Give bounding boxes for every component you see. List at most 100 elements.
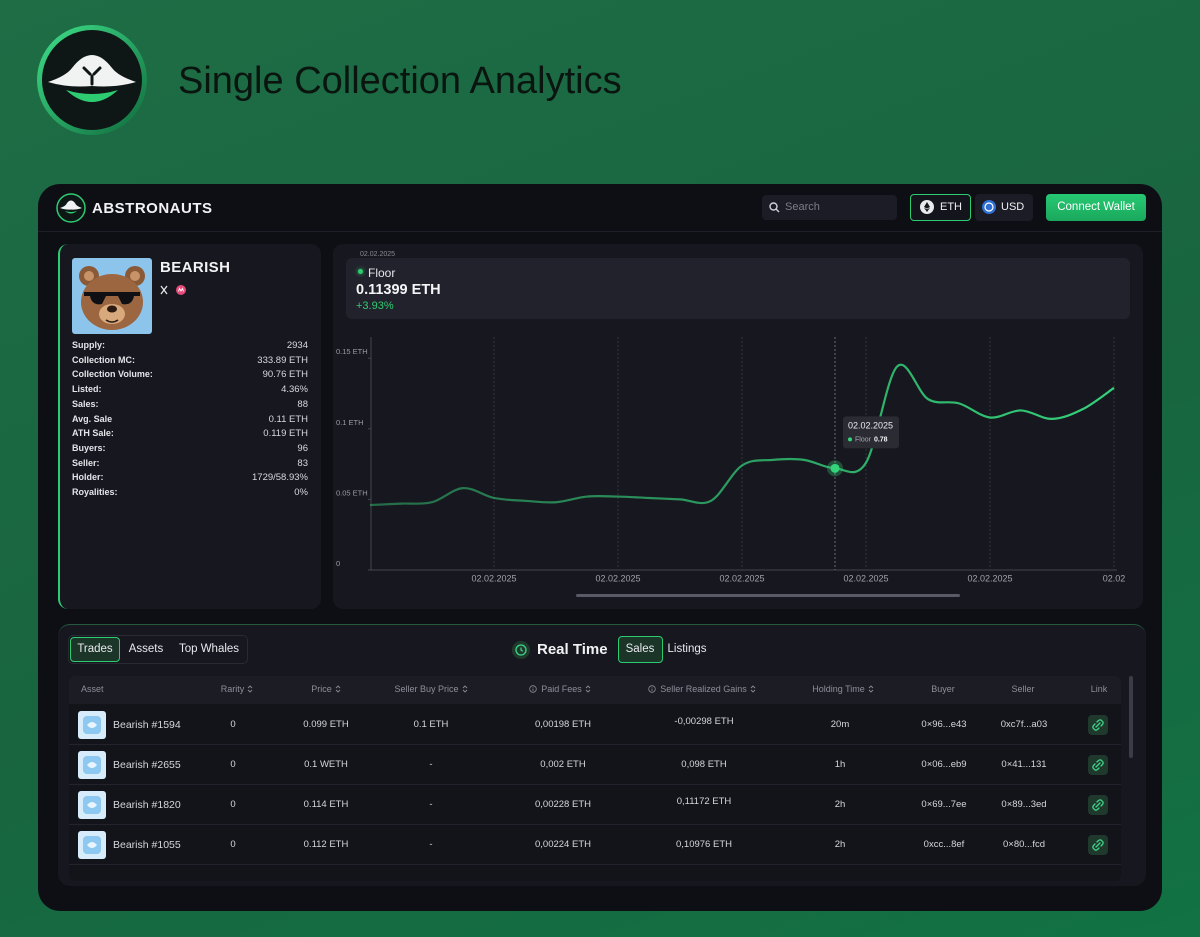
table-cell: 0 xyxy=(230,759,236,770)
column-header: Paid Fees xyxy=(490,684,630,694)
sort-icon[interactable] xyxy=(585,685,591,693)
stat-value: 0.11 ETH xyxy=(268,413,308,425)
table-cell: 0.114 ETH xyxy=(303,799,349,810)
column-header-text: Seller xyxy=(1011,684,1035,694)
stat-label: Sales: xyxy=(72,398,99,409)
tab-active[interactable] xyxy=(70,637,120,662)
column-header-text: Rarity xyxy=(220,684,245,694)
sort-icon[interactable] xyxy=(335,685,341,693)
column-header: Buyer xyxy=(873,684,1013,694)
column-header-text: Seller Buy Price xyxy=(394,684,459,694)
column-header-text: Seller Realized Gains xyxy=(660,684,747,694)
link-icon[interactable] xyxy=(1088,835,1108,855)
section-title: Real Time xyxy=(537,641,608,658)
column-header-text: Holding Time xyxy=(812,684,865,694)
table-cell: 1h xyxy=(834,759,846,770)
info-icon xyxy=(648,685,656,693)
brand-name[interactable]: ABSTRONAUTS xyxy=(92,200,213,217)
link-icon[interactable] xyxy=(1088,715,1108,735)
table-cell: 0,002 ETH xyxy=(540,759,586,770)
column-header: Link xyxy=(1029,684,1169,694)
row-divider xyxy=(69,744,1121,745)
hero-logo xyxy=(37,25,147,135)
floor-label: Floor xyxy=(368,266,396,280)
connect-wallet-button[interactable]: Connect Wallet xyxy=(1046,194,1146,221)
column-header: Holding Time xyxy=(773,684,913,694)
table-cell: 0×41...131 xyxy=(1001,759,1047,770)
stat-label: Collection MC: xyxy=(72,354,135,365)
mode-tab[interactable]: Sales xyxy=(625,643,655,655)
table-cell: 0,00224 ETH xyxy=(535,839,591,850)
table-scrollbar[interactable] xyxy=(1129,676,1133,758)
table-cell: 0xcc...8ef xyxy=(923,839,965,850)
table-cell: 0,00198 ETH xyxy=(535,719,591,730)
column-header-text: Link xyxy=(1090,684,1108,694)
collection-name: BEARISH xyxy=(160,259,231,276)
floor-dot xyxy=(358,269,363,274)
chart-scrollbar[interactable] xyxy=(576,594,960,597)
table-cell: 0.099 ETH xyxy=(303,719,349,730)
stat-value: 88 xyxy=(297,398,308,410)
table-cell: 0.1 ETH xyxy=(413,719,449,730)
brand-logo xyxy=(56,193,86,223)
eth-icon xyxy=(920,200,934,214)
table-cell: 0xc7f...a03 xyxy=(1000,719,1048,730)
trades-table xyxy=(69,676,1121,881)
column-header: Asset xyxy=(81,684,104,694)
stat-label: Collection Volume: xyxy=(72,369,153,380)
table-cell: - xyxy=(429,839,433,850)
stat-label: Royalities: xyxy=(72,487,118,497)
table-cell: 0×89...3ed xyxy=(1001,799,1047,810)
column-header-text: Paid Fees xyxy=(541,684,582,694)
chart-date: 02.02.2025 xyxy=(360,251,396,258)
link-icon[interactable] xyxy=(1088,755,1108,775)
table-cell: 0,00228 ETH xyxy=(535,799,591,810)
table-cell: 0 xyxy=(230,839,236,850)
row-divider xyxy=(69,784,1121,785)
table-cell: 0 xyxy=(230,799,236,810)
table-cell: 0,098 ETH xyxy=(681,759,727,770)
info-icon xyxy=(529,685,537,693)
table-cell: 2h xyxy=(834,799,846,810)
row-divider xyxy=(69,824,1121,825)
table-cell: 0,10976 ETH xyxy=(676,839,732,850)
column-header-text: Buyer xyxy=(931,684,955,694)
stat-value: 83 xyxy=(297,457,308,469)
floor-summary xyxy=(346,258,1130,319)
stat-label: ATH Sale: xyxy=(72,428,114,439)
usd-icon xyxy=(982,200,996,214)
stat-label: Avg. Sale xyxy=(72,413,113,424)
search-box[interactable] xyxy=(762,195,897,220)
sort-icon[interactable] xyxy=(868,685,874,693)
link-icon[interactable] xyxy=(1088,795,1108,815)
mode-active[interactable] xyxy=(618,636,663,663)
sort-icon[interactable] xyxy=(462,685,468,693)
sort-icon[interactable] xyxy=(750,685,756,693)
tab[interactable]: Trades xyxy=(77,643,113,655)
nav-divider xyxy=(38,231,1162,232)
table-cell: - xyxy=(429,759,433,770)
table-cell: - xyxy=(429,799,433,810)
table-cell: 0×06...eb9 xyxy=(921,759,967,770)
column-header: Seller Buy Price xyxy=(361,684,501,694)
social-icons[interactable] xyxy=(159,284,189,296)
column-header: Rarity xyxy=(167,684,307,694)
stat-value: 333.89 ETH xyxy=(257,354,308,366)
table-cell: 0.1 WETH xyxy=(304,759,348,770)
tab[interactable]: Assets xyxy=(128,643,164,655)
sort-icon[interactable] xyxy=(247,685,253,693)
table-cell: -0,00298 ETH xyxy=(674,716,734,727)
tab[interactable]: Top Whales xyxy=(178,643,240,655)
asset-thumbnail xyxy=(78,831,106,859)
stat-value: 0% xyxy=(294,487,308,498)
table-header xyxy=(69,676,1121,704)
stat-label: Seller: xyxy=(72,457,100,468)
stat-label: Holder: xyxy=(72,472,104,483)
stat-value: 1729/58.93% xyxy=(252,472,308,484)
mode-tab[interactable]: Listings xyxy=(667,643,707,655)
asset-name: Bearish #1055 xyxy=(113,839,181,851)
stat-label: Listed: xyxy=(72,384,102,395)
table-cell: 20m xyxy=(830,719,850,730)
